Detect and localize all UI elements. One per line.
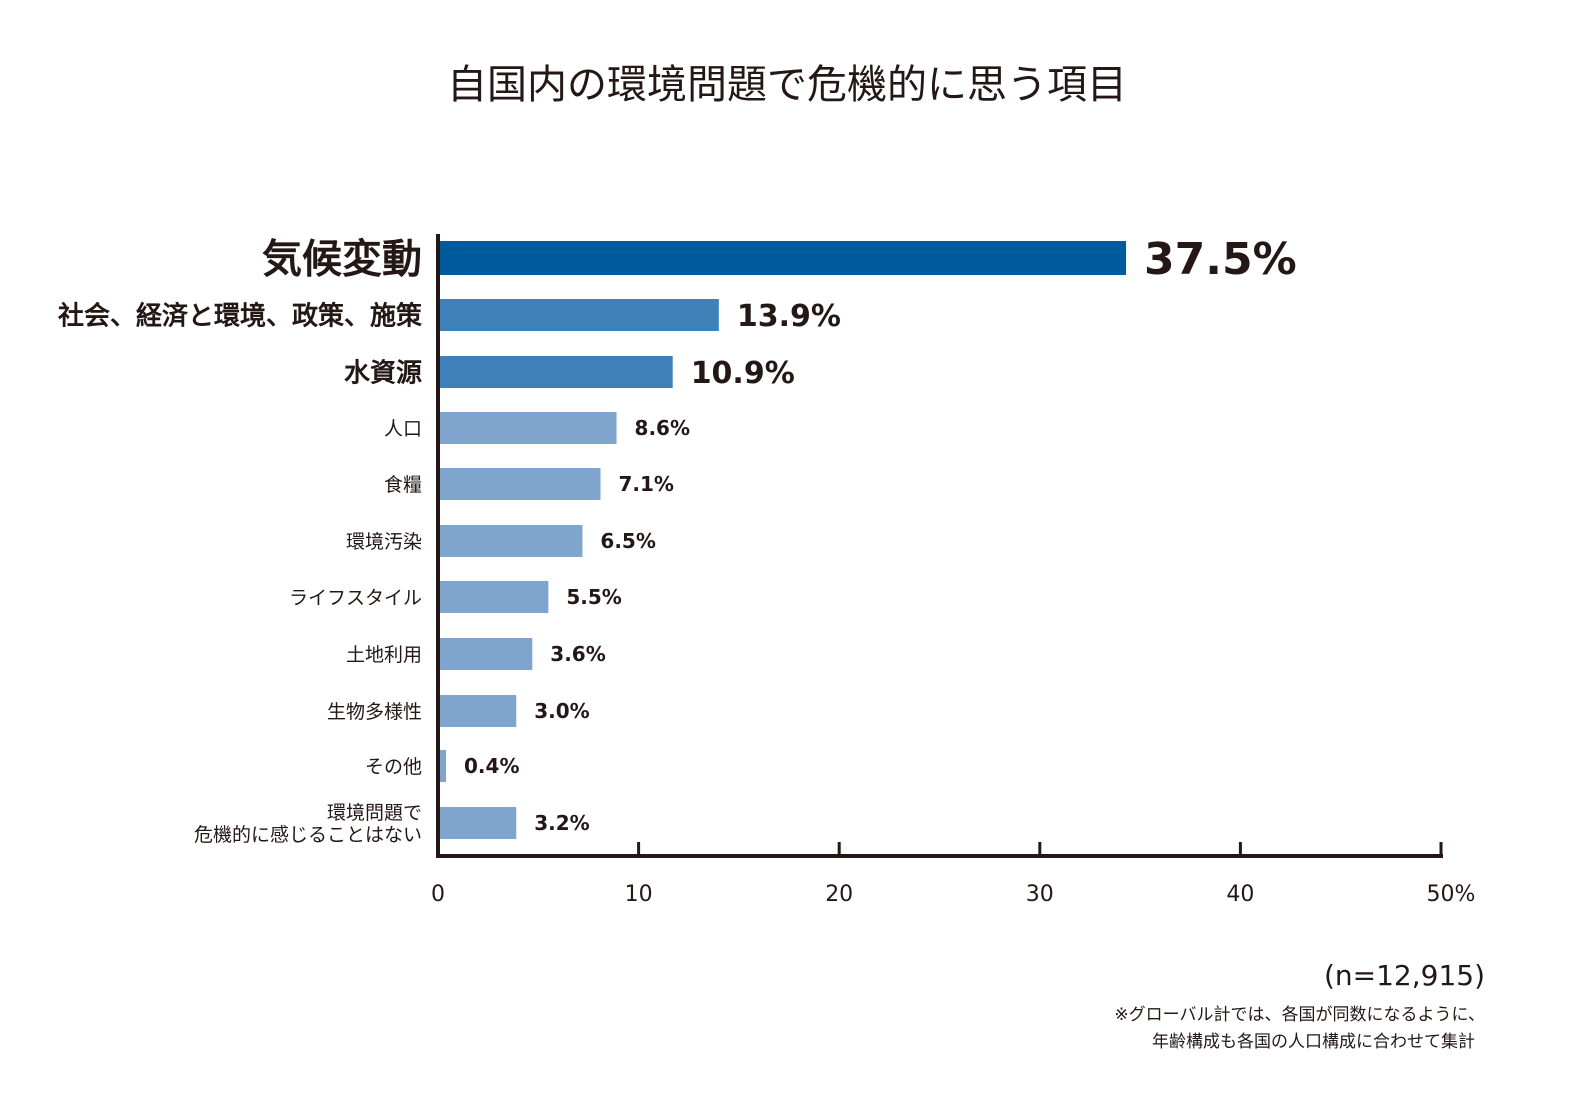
bar: [438, 241, 1127, 275]
category-label: 生物多様性: [327, 701, 422, 723]
x-tick-label: 0: [431, 882, 445, 907]
bar: [438, 581, 549, 613]
x-tick-label: 10: [625, 882, 653, 907]
bar: [438, 525, 583, 557]
data-label: 3.6%: [550, 642, 605, 666]
x-tick-label: 50%: [1427, 882, 1476, 907]
bar: [438, 356, 673, 388]
x-tick-label: 30: [1026, 882, 1054, 907]
footnote-line-1: ※グローバル計では、各国が同数になるように、: [1114, 1005, 1485, 1025]
data-label: 37.5%: [1144, 234, 1297, 285]
category-label: 環境問題で: [327, 802, 422, 824]
data-label: 3.0%: [534, 699, 589, 723]
data-label: 5.5%: [566, 585, 621, 609]
bar: [438, 638, 533, 670]
category-label: 危機的に感じることはない: [194, 824, 422, 846]
bar: [438, 750, 447, 782]
footnote-line-2: 年齢構成も各国の人口構成に合わせて集計: [1152, 1032, 1475, 1052]
bar: [438, 695, 517, 727]
category-label: ライフスタイル: [289, 587, 422, 609]
category-label: 社会、経済と環境、政策、施策: [58, 300, 422, 331]
sample-size-note: (n=12,915): [1324, 959, 1485, 992]
x-axis: 0 10 20 30 40 50%: [431, 234, 1475, 907]
category-label: 食糧: [384, 474, 422, 496]
category-label: その他: [365, 756, 422, 778]
data-label: 0.4%: [464, 754, 519, 778]
x-tick-label: 40: [1226, 882, 1254, 907]
bar: [438, 468, 601, 500]
notes: (n=12,915) ※グローバル計では、各国が同数になるように、 年齢構成も各…: [1114, 959, 1485, 1052]
data-label: 10.9%: [691, 356, 795, 391]
data-label: 3.2%: [534, 811, 589, 835]
bars-layer: 気候変動 37.5% 社会、経済と環境、政策、施策 13.9% 水資源 10.9% 人口 8.…: [58, 234, 1297, 846]
bar: [438, 807, 517, 839]
category-label: 人口: [384, 418, 422, 440]
data-label: 13.9%: [737, 299, 841, 334]
category-label: 水資源: [344, 358, 422, 388]
data-label: 8.6%: [635, 416, 690, 440]
category-label: 気候変動: [262, 236, 422, 282]
x-tick-label: 20: [825, 882, 853, 907]
bar: [438, 299, 719, 331]
bar: [438, 412, 617, 444]
data-label: 7.1%: [618, 472, 673, 496]
category-label: 環境汚染: [346, 531, 422, 553]
category-label: 土地利用: [346, 644, 422, 666]
chart-title: 自国内の環境問題で危機的に思う項目: [447, 62, 1127, 108]
data-label: 6.5%: [600, 529, 655, 553]
